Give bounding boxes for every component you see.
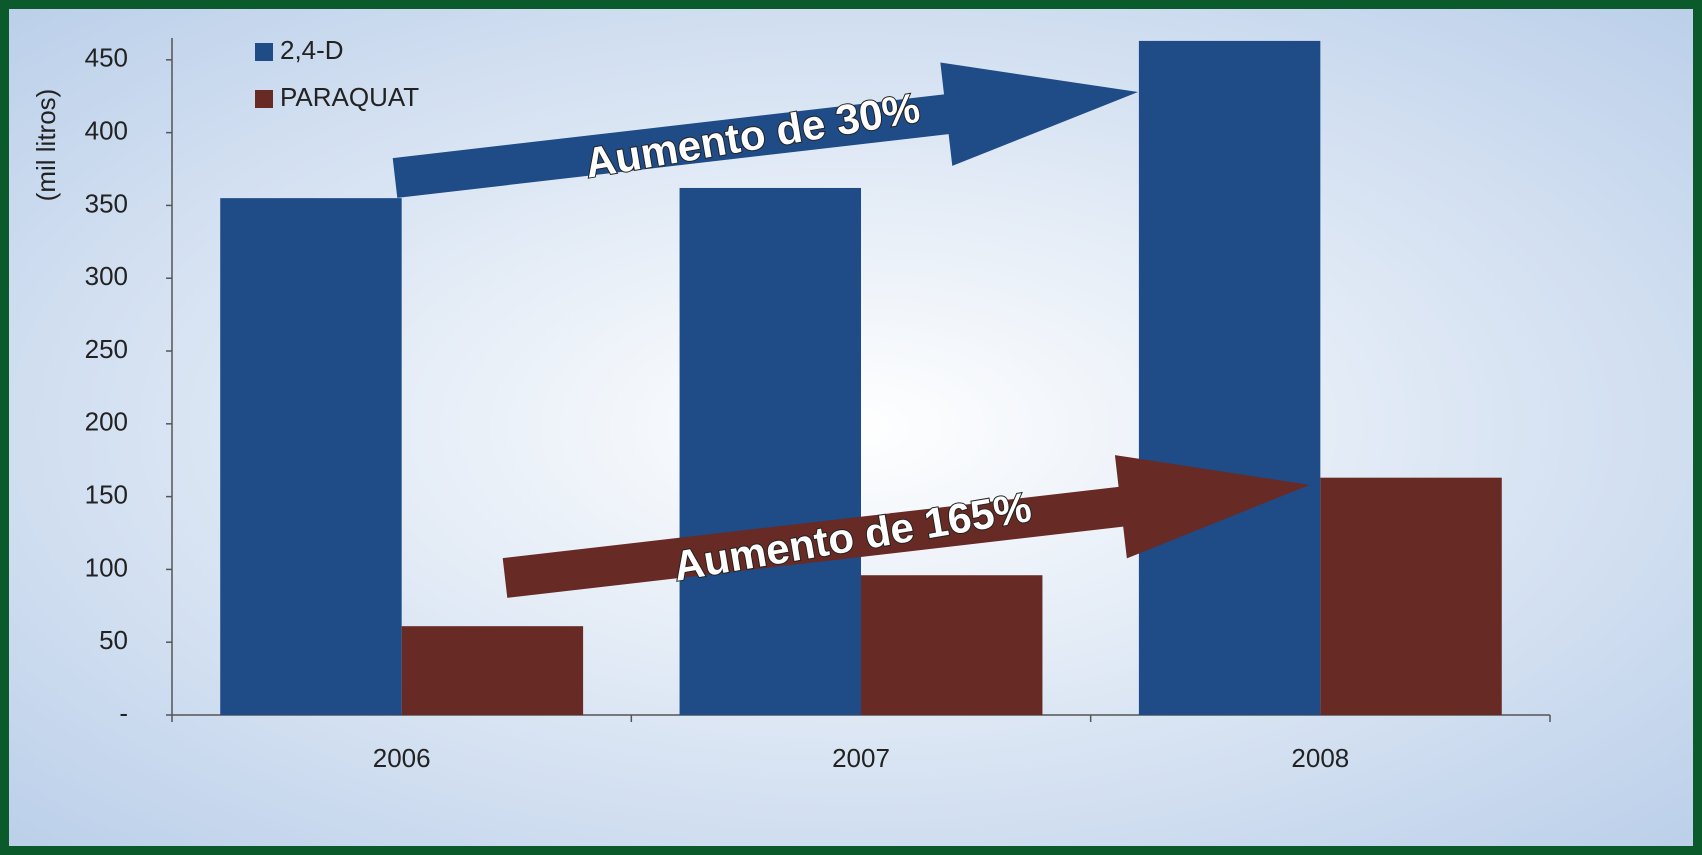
y-tick-label: 450 [85, 43, 128, 73]
legend-swatch [255, 43, 273, 61]
y-tick-label: 200 [85, 407, 128, 437]
x-tick-label: 2006 [373, 743, 431, 773]
y-tick-label: 100 [85, 552, 128, 582]
arrow-shape [502, 455, 1310, 598]
y-tick-label: 250 [85, 334, 128, 364]
legend-swatch [255, 90, 273, 108]
bar [401, 626, 584, 715]
x-tick-label: 2008 [1291, 743, 1349, 773]
legend-label: 2,4-D [280, 35, 344, 65]
bar [220, 198, 402, 716]
arrow: Aumento de 30% [392, 62, 1139, 198]
bar [1320, 477, 1502, 715]
legend-label: PARAQUAT [280, 82, 419, 112]
y-tick-label: 400 [85, 116, 128, 146]
plot: - 50 100 150 200 250 300 350 400 450 2006 2007 2008 2… [85, 35, 1551, 773]
y-tick-label: 300 [85, 261, 128, 291]
y-tick-label: 50 [99, 625, 128, 655]
x-tick-label: 2007 [832, 743, 890, 773]
y-axis-label: (mil litros) [31, 89, 61, 202]
bar [679, 187, 861, 716]
bar [1138, 40, 1321, 716]
arrow-shape [392, 62, 1139, 198]
y-tick-label: 350 [85, 188, 128, 218]
bar [861, 575, 1043, 715]
y-tick-label: 150 [85, 479, 128, 509]
y-tick-label: - [119, 698, 128, 728]
